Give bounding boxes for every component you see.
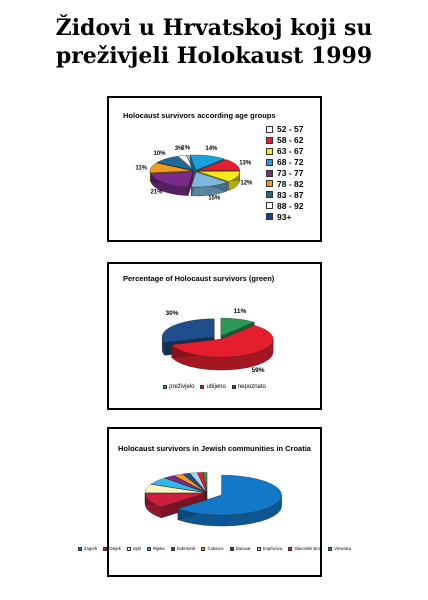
legend-label: 68 - 72 xyxy=(277,157,304,168)
legend-item-slavonski-brod: Slavonski Brod xyxy=(288,546,322,551)
legend-label: Osijek xyxy=(109,546,121,551)
legend-item-ubijeno: ubijeno xyxy=(200,384,226,390)
legend-item-dubrovnik: Dubrovnik xyxy=(170,546,196,551)
legend-label: Daruvar xyxy=(235,546,251,551)
legend-swatch xyxy=(328,546,333,551)
survival-percentage-chart-title: Percentage of Holocaust survivors (green… xyxy=(123,274,275,283)
slice-osijek xyxy=(144,493,206,519)
legend-swatch xyxy=(266,191,273,199)
legend-item-52-57: 52 - 57 xyxy=(266,124,303,135)
legend-label: nepoznato xyxy=(237,384,266,390)
legend-item-88-92: 88 - 92 xyxy=(266,200,303,211)
legend-label: 93+ xyxy=(277,211,292,222)
legend-item-split: Split xyxy=(126,546,141,551)
data-label-93-plus: 3% xyxy=(175,146,184,152)
legend-label: Rijeka xyxy=(152,546,165,551)
poster-title-line1: Židovi u Hrvatskoj koji su xyxy=(55,15,373,41)
legend-swatch xyxy=(77,546,82,551)
legend-label: Virovitica xyxy=(334,546,352,551)
legend-item-cakovec: Čakovec xyxy=(201,546,224,551)
poster-title-line2: preživjeli Holokaust 1999 xyxy=(55,43,373,69)
survival-percentage-legend: preživjelo ubijeno nepoznato xyxy=(109,384,320,390)
legend-item-63-67: 63 - 67 xyxy=(266,146,303,157)
legend-item-daruvar: Daruvar xyxy=(229,546,251,551)
legend-swatch xyxy=(201,546,206,551)
legend-swatch xyxy=(231,385,236,389)
legend-swatch xyxy=(163,385,168,389)
data-label-88-92: 10% xyxy=(153,151,166,157)
legend-label: 73 - 77 xyxy=(277,168,304,178)
communities-chart-panel: Holocaust survivors in Jewish communitie… xyxy=(77,427,351,577)
legend-label: 58 - 62 xyxy=(277,135,304,146)
data-label-83-87: 11% xyxy=(135,166,147,172)
communities-pie-chart xyxy=(144,472,282,527)
legend-swatch xyxy=(266,213,273,221)
data-label-ubijeno: 59% xyxy=(251,367,264,374)
slice-78-82 xyxy=(151,171,194,196)
legend-item-73-77: 73 - 77 xyxy=(266,168,303,179)
legend-swatch xyxy=(266,180,273,188)
age-groups-pie-chart: 1% 14% 13% 12% 15% 21% 11% 10% 3% xyxy=(135,145,253,201)
legend-label: 52 - 57 xyxy=(277,124,304,135)
legend-label: Zagreb xyxy=(83,546,98,551)
legend-label: Čakovec xyxy=(207,546,224,551)
data-label-nepoznato: 30% xyxy=(165,310,178,317)
legend-swatch xyxy=(126,546,131,551)
legend-item-58-62: 58 - 62 xyxy=(266,135,303,146)
legend-item-rijeka: Rijeka xyxy=(146,546,165,551)
poster-title: Židovi u Hrvatskoj koji su preživjeli Ho… xyxy=(0,14,428,70)
legend-item-93-plus: 93+ xyxy=(266,211,303,222)
legend-label: Slavonski Brod xyxy=(294,546,323,551)
legend-swatch xyxy=(266,169,273,177)
legend-swatch xyxy=(266,136,273,144)
legend-swatch xyxy=(288,546,293,551)
legend-label: Koprivnica xyxy=(262,546,283,551)
legend-label: 63 - 67 xyxy=(277,146,304,157)
data-label-78-82: 21% xyxy=(151,190,164,196)
legend-item-68-72: 68 - 72 xyxy=(266,157,303,168)
age-groups-legend: 52 - 57 58 - 62 63 - 67 68 - 72 73 - 77 78 - … xyxy=(266,124,303,222)
legend-label: 88 - 92 xyxy=(277,200,304,211)
legend-swatch xyxy=(103,546,108,551)
legend-swatch xyxy=(229,546,234,551)
data-label-58-62: 14% xyxy=(205,146,218,152)
legend-label: preživjelo xyxy=(169,384,195,390)
legend-swatch xyxy=(266,202,273,210)
survival-percentage-chart-panel: 11% 59% 30% Percentage of Holocaust surviv… xyxy=(107,262,322,410)
legend-swatch xyxy=(170,546,175,551)
data-label-52-57: 1% xyxy=(181,145,190,151)
legend-item-prezivjelo: preživjelo xyxy=(163,384,194,390)
legend-item-osijek: Osijek xyxy=(103,546,121,551)
slice-zagreb xyxy=(177,474,282,527)
legend-swatch xyxy=(200,385,205,389)
slice-ubijeno xyxy=(171,325,274,371)
survival-percentage-pie-chart: 11% 59% 30% xyxy=(161,308,274,374)
legend-label: 78 - 82 xyxy=(277,178,304,189)
legend-label: ubijeno xyxy=(206,384,226,390)
legend-swatch xyxy=(256,546,261,551)
legend-item-nepoznato: nepoznato xyxy=(231,384,266,390)
age-groups-chart-panel: 1% 14% 13% 12% 15% 21% 11% 10% 3% Holocaust surv… xyxy=(107,96,322,242)
data-label-prezivjelo: 11% xyxy=(234,308,247,315)
legend-item-83-87: 83 - 87 xyxy=(266,189,303,200)
legend-swatch xyxy=(146,546,151,551)
legend-label: Dubrovnik xyxy=(176,546,196,551)
data-label-68-72: 12% xyxy=(240,180,253,186)
legend-swatch xyxy=(266,125,273,133)
legend-item-virovitica: Virovitica xyxy=(328,546,351,551)
communities-chart-title: Holocaust survivors in Jewish communitie… xyxy=(118,444,311,453)
communities-legend: Zagreb Osijek Split Rijeka Dubrovnik Čakovec D… xyxy=(77,546,351,551)
legend-label: Split xyxy=(132,546,141,551)
legend-swatch xyxy=(266,147,273,155)
legend-item-zagreb: Zagreb xyxy=(77,546,98,551)
data-label-63-67: 13% xyxy=(239,160,252,166)
slice-73-77 xyxy=(191,171,228,197)
legend-swatch xyxy=(266,158,273,166)
legend-label: 83 - 87 xyxy=(277,189,304,200)
legend-item-78-82: 78 - 82 xyxy=(266,178,303,189)
legend-item-koprivnica: Koprivnica xyxy=(256,546,283,551)
data-label-73-77: 15% xyxy=(208,195,221,201)
age-groups-chart-title: Holocaust survivors according age groups xyxy=(123,111,276,120)
